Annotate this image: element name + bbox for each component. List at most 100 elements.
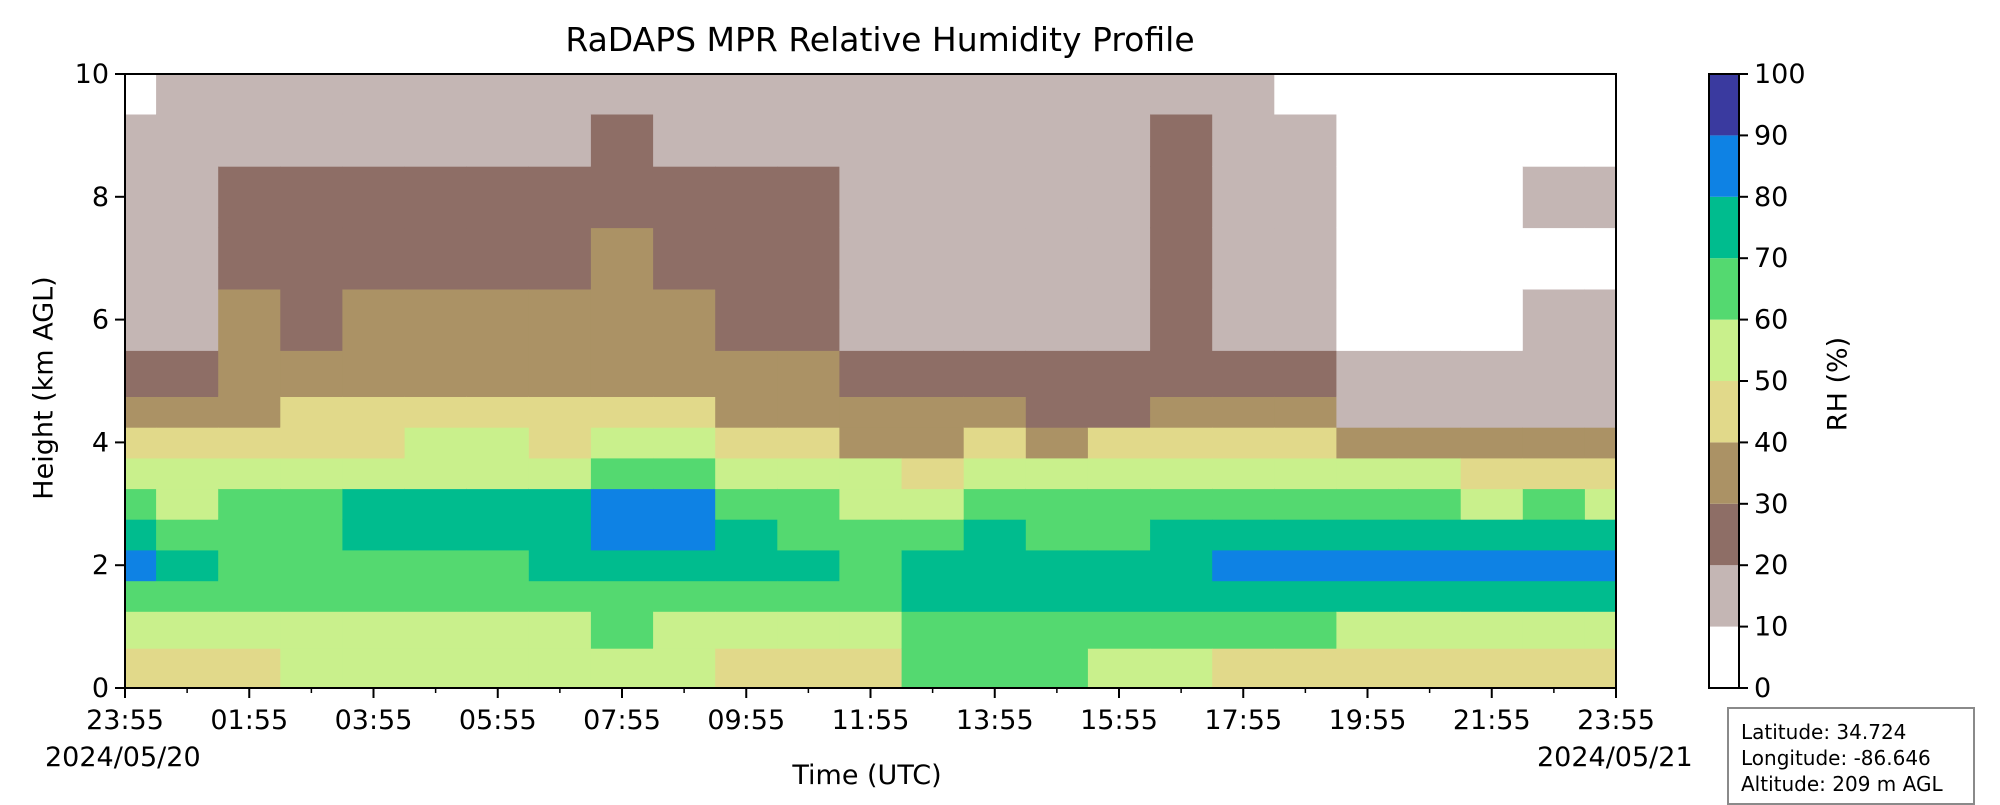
rh-cell xyxy=(1460,396,1524,428)
colorbar-segment xyxy=(1709,258,1739,320)
rh-cell xyxy=(1087,227,1151,290)
rh-cell xyxy=(1336,611,1400,649)
rh-cell xyxy=(1212,580,1275,612)
rh-cell xyxy=(901,396,965,428)
rh-cell xyxy=(125,288,157,351)
x-tick-label: 19:55 xyxy=(1329,705,1407,736)
rh-cell xyxy=(466,457,530,490)
rh-cell xyxy=(218,457,281,490)
rh-cell xyxy=(1025,166,1089,229)
rh-cell xyxy=(466,648,530,689)
rh-cell xyxy=(404,580,468,612)
rh-cell xyxy=(901,457,965,490)
rh-cell xyxy=(280,166,343,229)
rh-cell xyxy=(963,457,1027,490)
rh-cell xyxy=(1212,227,1275,290)
x-tick-label: 17:55 xyxy=(1204,705,1282,736)
y-tick-label: 6 xyxy=(92,305,109,336)
rh-cell xyxy=(528,350,592,397)
y-tick-label: 8 xyxy=(92,182,109,213)
rh-cell xyxy=(218,549,281,582)
rh-cell xyxy=(1584,488,1617,520)
rh-cell xyxy=(1025,580,1089,612)
rh-cell xyxy=(1522,227,1586,290)
rh-cell xyxy=(125,488,157,520)
rh-cell xyxy=(1150,549,1213,582)
rh-cell xyxy=(466,396,530,428)
rh-cell xyxy=(342,350,406,397)
rh-cell xyxy=(466,288,530,351)
rh-cell xyxy=(1522,427,1586,459)
rh-cell xyxy=(1398,74,1462,115)
rh-cell xyxy=(1336,113,1400,167)
rh-cell xyxy=(1025,350,1089,397)
rh-cell xyxy=(1398,113,1462,167)
rh-cell xyxy=(466,488,530,520)
rh-cell xyxy=(1584,288,1617,351)
rh-cell xyxy=(404,457,468,490)
rh-cell xyxy=(839,427,903,459)
rh-cell xyxy=(125,457,157,490)
colorbar-tick-label: 30 xyxy=(1754,489,1788,520)
rh-cell xyxy=(1150,611,1213,649)
rh-cell xyxy=(125,611,157,649)
colorbar: 0 10 20 30 40 50 60 70 80 90 100 xyxy=(1708,59,1806,704)
rh-cell xyxy=(590,519,654,551)
rh-cell xyxy=(777,113,840,167)
rh-cell xyxy=(342,396,406,428)
rh-cell xyxy=(528,166,592,229)
rh-cell xyxy=(1025,611,1089,649)
rh-cell xyxy=(901,288,965,351)
rh-cell xyxy=(901,227,965,290)
rh-cell xyxy=(342,227,406,290)
rh-cell xyxy=(901,611,965,649)
rh-cell xyxy=(1584,166,1617,229)
rh-cell xyxy=(1336,74,1400,115)
rh-cell xyxy=(404,227,468,290)
rh-cell xyxy=(1336,288,1400,351)
rh-cell xyxy=(125,648,157,689)
rh-cell xyxy=(156,396,219,428)
rh-cell xyxy=(280,488,343,520)
rh-cell xyxy=(1460,488,1524,520)
colorbar-tick-label: 80 xyxy=(1754,182,1788,213)
rh-cell xyxy=(1025,488,1089,520)
rh-cell xyxy=(342,611,406,649)
rh-cell xyxy=(125,519,157,551)
rh-cell xyxy=(1087,288,1151,351)
rh-cell xyxy=(839,519,903,551)
rh-cell xyxy=(1522,457,1586,490)
rh-cell xyxy=(156,166,219,229)
rh-cell xyxy=(715,427,778,459)
rh-cell xyxy=(218,427,281,459)
rh-cell xyxy=(1212,113,1275,167)
station-longitude: Longitude: -86.646 xyxy=(1741,746,1931,770)
colorbar-segment xyxy=(1709,626,1739,688)
rh-cell xyxy=(1087,74,1151,115)
rh-cell xyxy=(1087,427,1151,459)
rh-cell xyxy=(280,549,343,582)
colorbar-tick-label: 60 xyxy=(1754,305,1788,336)
x-tick-label: 01:55 xyxy=(210,705,288,736)
rh-cell xyxy=(1584,350,1617,397)
rh-cell xyxy=(653,113,716,167)
rh-cell xyxy=(715,611,778,649)
rh-cell xyxy=(280,227,343,290)
rh-cell xyxy=(1398,427,1462,459)
rh-cell xyxy=(466,519,530,551)
rh-cell xyxy=(777,427,840,459)
rh-cell xyxy=(280,350,343,397)
rh-cell xyxy=(1150,113,1213,167)
rh-cell xyxy=(715,488,778,520)
rh-cell xyxy=(590,396,654,428)
rh-cell xyxy=(125,227,157,290)
rh-cell xyxy=(528,611,592,649)
rh-cell xyxy=(963,488,1027,520)
x-tick-label: 07:55 xyxy=(583,705,661,736)
rh-cell xyxy=(901,113,965,167)
rh-cell xyxy=(1336,519,1400,551)
rh-cell xyxy=(1584,396,1617,428)
rh-cell xyxy=(963,350,1027,397)
rh-cell xyxy=(125,350,157,397)
